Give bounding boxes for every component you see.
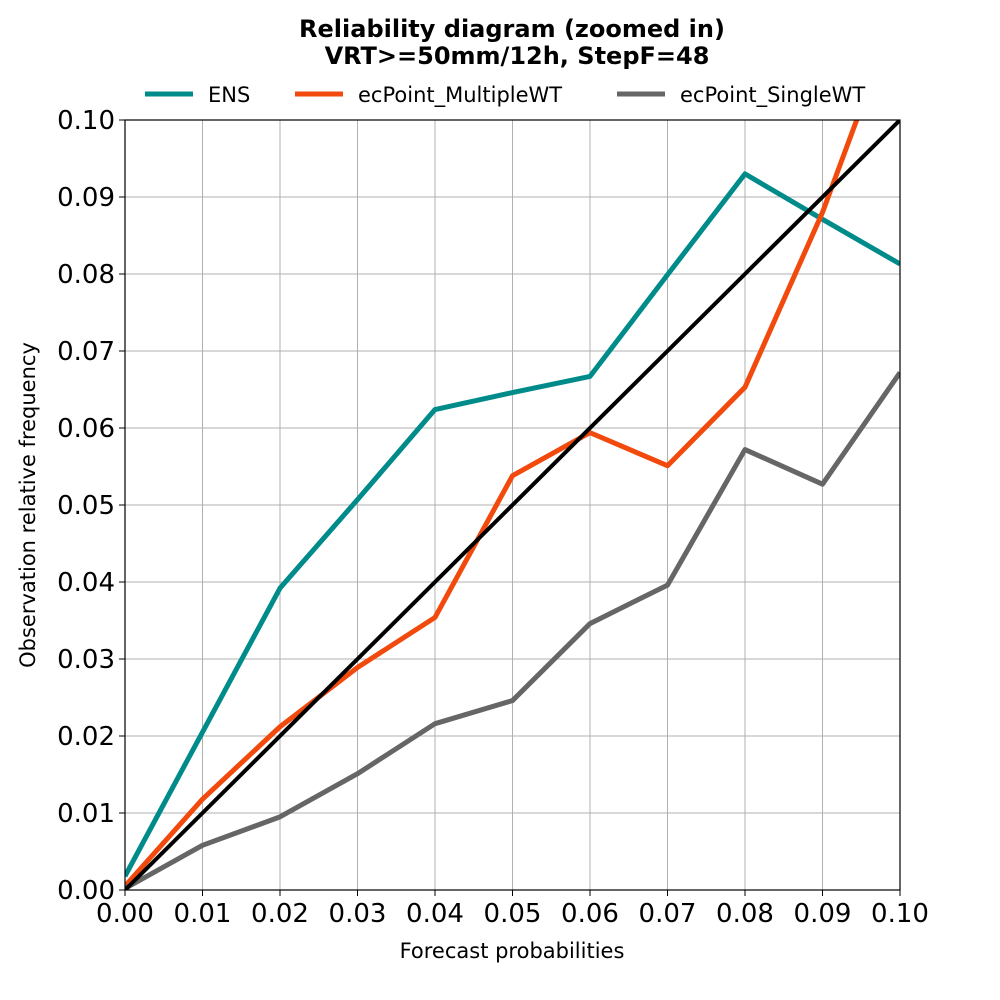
y-tick-label: 0.03 [57, 645, 115, 675]
series-group [125, 120, 900, 890]
legend-label: ecPoint_SingleWT [680, 83, 865, 108]
perfect-reliability-line [125, 120, 900, 890]
x-tick-label: 0.05 [484, 899, 542, 929]
y-tick-label: 0.00 [57, 876, 115, 906]
chart-subtitle: VRT>=50mm/12h, StepF=48 [325, 42, 710, 70]
y-tick-label: 0.01 [57, 799, 115, 829]
y-tick-label: 0.07 [57, 337, 115, 367]
y-axis-ticks: 0.00 0.01 0.02 0.03 0.04 0.05 0.06 0.07 0.08 0.09… [57, 106, 125, 906]
y-tick-label: 0.06 [57, 414, 115, 444]
x-tick-label: 0.08 [716, 899, 774, 929]
x-tick-label: 0.06 [561, 899, 619, 929]
chart-title: Reliability diagram (zoomed in) [299, 15, 725, 43]
y-axis-label: Observation relative frequency [16, 342, 40, 668]
x-tick-label: 0.01 [174, 899, 232, 929]
y-tick-label: 0.04 [57, 568, 115, 598]
y-tick-label: 0.08 [57, 260, 115, 290]
y-tick-label: 0.02 [57, 722, 115, 752]
legend-label: ENS [208, 83, 250, 107]
legend: ENS ecPoint_MultipleWT ecPoint_SingleWT [145, 83, 865, 108]
x-tick-label: 0.09 [794, 899, 852, 929]
y-tick-label: 0.10 [57, 106, 115, 136]
series-line-ecpoint-multiplewt [125, 120, 860, 888]
x-tick-label: 0.04 [406, 899, 464, 929]
series-line-ecpoint-singlewt [125, 371, 900, 890]
series-line-ens [125, 171, 900, 878]
legend-label: ecPoint_MultipleWT [358, 83, 562, 108]
x-tick-label: 0.02 [251, 899, 309, 929]
x-tick-label: 0.10 [871, 899, 929, 929]
x-tick-label: 0.00 [96, 899, 154, 929]
y-tick-label: 0.05 [57, 491, 115, 521]
x-axis-label: Forecast probabilities [400, 939, 625, 963]
x-tick-label: 0.03 [329, 899, 387, 929]
x-tick-label: 0.07 [639, 899, 697, 929]
x-axis-ticks: 0.00 0.01 0.02 0.03 0.04 0.05 0.06 0.07 0.08 0.09… [96, 890, 929, 929]
y-tick-label: 0.09 [57, 183, 115, 213]
